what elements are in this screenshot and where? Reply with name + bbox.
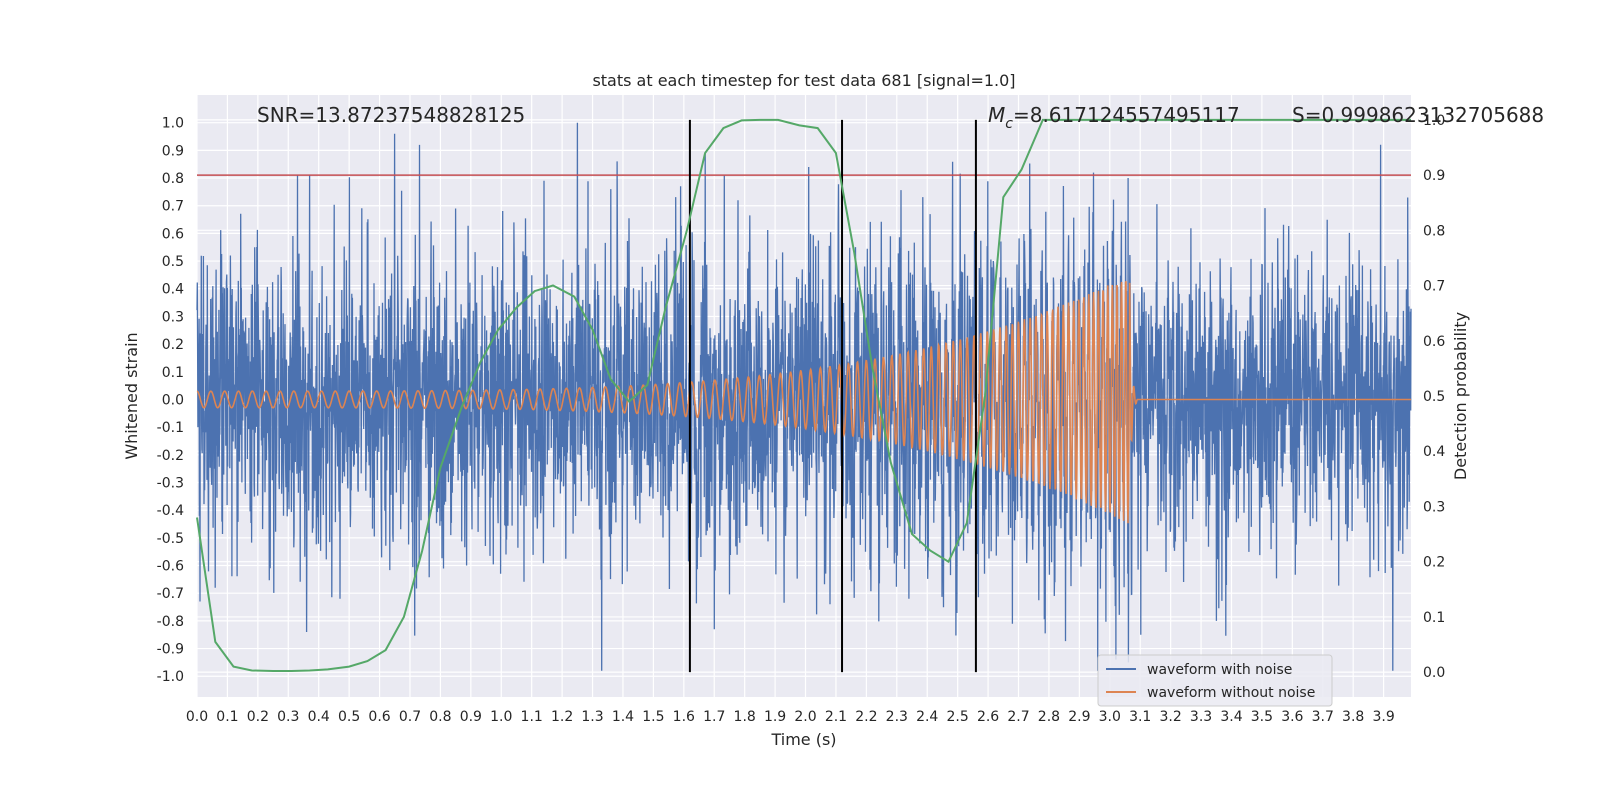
y-tick-label: 0.0: [162, 392, 184, 408]
x-tick-label: 1.8: [734, 709, 756, 725]
x-tick-label: 3.8: [1342, 709, 1364, 725]
x-tick-label: 0.6: [368, 709, 390, 725]
mc-value: =8.617124557495117: [1013, 103, 1240, 127]
x-axis-label: Time (s): [770, 730, 836, 749]
s-annotation: S=0.9998623132705688: [1292, 103, 1544, 127]
y2-tick-label: 0.4: [1423, 444, 1445, 460]
x-tick-label: 1.3: [581, 709, 603, 725]
x-tick-label: 0.7: [399, 709, 421, 725]
x-tick-label: 0.8: [429, 709, 451, 725]
series-detection-probability: [196, 118, 1411, 672]
y-axis-label: Whitened strain: [122, 332, 141, 459]
y-tick-label: -1.0: [157, 669, 184, 685]
y-tick-label: 0.2: [162, 337, 184, 353]
x-tick-label: 0.3: [277, 709, 299, 725]
legend: waveform with noise waveform without noi…: [1097, 654, 1333, 707]
x-tick-label: 3.2: [1160, 709, 1182, 725]
x-tick-label: 2.1: [825, 709, 847, 725]
series-layer: [196, 122, 1412, 671]
y-tick-label: 0.4: [162, 282, 184, 298]
y-tick-label: -0.5: [157, 531, 184, 547]
x-tick-label: 1.7: [703, 709, 725, 725]
x-tick-label: 2.6: [977, 709, 999, 725]
series-waveform-without-noise: [196, 281, 1411, 524]
x-tick-label: 3.1: [1129, 709, 1151, 725]
y-tick-label: -0.9: [157, 642, 184, 658]
series-waveform-with-noise: [196, 122, 1412, 671]
y-tick-label: -0.3: [157, 475, 184, 491]
y-tick-label: -0.6: [157, 559, 184, 575]
y2-tick-label: 0.6: [1423, 334, 1445, 350]
x-tick-label: 1.2: [551, 709, 573, 725]
overlay-layer: [196, 118, 1411, 673]
x-tick-label: 1.6: [673, 709, 695, 725]
y2-tick-label: 0.2: [1423, 555, 1445, 571]
axes: 0.0 0.1 0.2 0.3 0.4 0.5 0.6 0.7 0.8 0.9 1.0 1.1 1.2 1…: [157, 113, 1446, 725]
snr-annotation: SNR=13.87237548828125: [257, 103, 525, 127]
x-tick-label: 3.3: [1190, 709, 1212, 725]
x-tick-label: 1.0: [490, 709, 512, 725]
legend-entry-noise: waveform with noise: [1147, 662, 1292, 678]
x-tick-label: 1.9: [764, 709, 786, 725]
x-tick-label: 2.0: [794, 709, 816, 725]
legend-box: [1097, 654, 1333, 707]
x-tick-label: 0.1: [216, 709, 238, 725]
y2-tick-label: 0.3: [1423, 499, 1445, 515]
x-tick-label: 3.4: [1220, 709, 1242, 725]
y2-tick-label: 0.9: [1423, 168, 1445, 184]
mc-subscript: c: [1005, 116, 1013, 132]
y-tick-label: -0.2: [157, 448, 184, 464]
x-tick-label: 3.0: [1099, 709, 1121, 725]
x-tick-label: 0.4: [308, 709, 330, 725]
y2-tick-label: 0.1: [1423, 610, 1445, 626]
mc-symbol: M: [988, 103, 1005, 127]
x-tick-label: 0.2: [247, 709, 269, 725]
y-tick-label: -0.7: [157, 586, 184, 602]
x-tick-label: 3.7: [1312, 709, 1334, 725]
chart-title: stats at each timestep for test data 681…: [592, 71, 1015, 90]
y2-tick-label: 0.0: [1423, 665, 1445, 681]
legend-entry-clean: waveform without noise: [1147, 685, 1315, 701]
y2-tick-label: 0.5: [1423, 389, 1445, 405]
x-tick-label: 3.9: [1372, 709, 1394, 725]
x-tick-label: 3.6: [1281, 709, 1303, 725]
y2-axis-label: Detection probability: [1451, 312, 1470, 480]
y-tick-label: -0.1: [157, 420, 184, 436]
x-tick-label: 2.3: [886, 709, 908, 725]
x-tick-label: 2.8: [1038, 709, 1060, 725]
y-tick-label: 0.3: [162, 309, 184, 325]
x-tick-label: 0.0: [186, 709, 208, 725]
x-tick-label: 1.5: [642, 709, 664, 725]
y-tick-label: -0.4: [157, 503, 184, 519]
y-tick-label: -0.8: [157, 614, 184, 630]
y2-tick-label: 0.8: [1423, 223, 1445, 239]
x-tick-label: 0.9: [460, 709, 482, 725]
y-tick-label: 0.6: [162, 226, 184, 242]
y-tick-label: 0.7: [162, 199, 184, 215]
y-tick-label: 1.0: [162, 116, 184, 132]
x-tick-label: 1.1: [521, 709, 543, 725]
x-tick-label: 2.7: [1007, 709, 1029, 725]
y-tick-label: 0.5: [162, 254, 184, 270]
y2-tick-label: 1.0: [1423, 113, 1445, 129]
chirp-mass-annotation: Mc=8.617124557495117: [988, 103, 1240, 132]
y-tick-label: 0.8: [162, 171, 184, 187]
y-tick-label: 0.9: [162, 143, 184, 159]
y-tick-label: 0.1: [162, 365, 184, 381]
x-tick-label: 2.4: [916, 709, 938, 725]
x-tick-label: 3.5: [1251, 709, 1273, 725]
x-tick-label: 2.2: [855, 709, 877, 725]
x-tick-label: 2.9: [1068, 709, 1090, 725]
x-tick-label: 2.5: [947, 709, 969, 725]
y2-tick-label: 0.7: [1423, 279, 1445, 295]
x-tick-label: 1.4: [612, 709, 634, 725]
x-tick-label: 0.5: [338, 709, 360, 725]
